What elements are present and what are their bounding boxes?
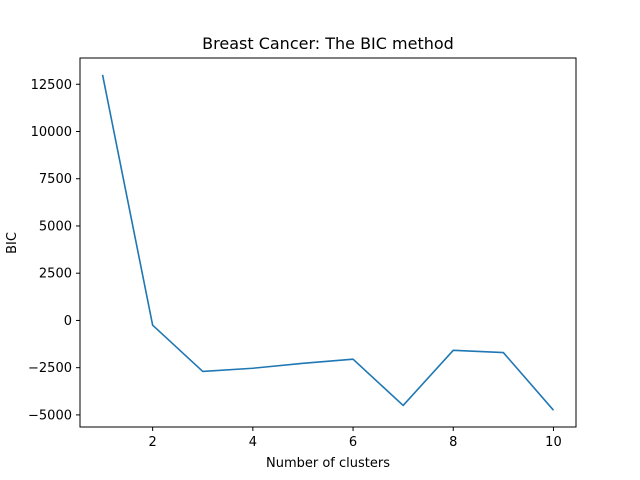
- x-tick-label: 10: [545, 435, 562, 450]
- x-tick-label: 2: [149, 435, 157, 450]
- y-tick-label: 5000: [39, 219, 72, 234]
- y-tick-label: −2500: [28, 361, 72, 376]
- plot-marks: [101, 74, 555, 411]
- y-tick-label: 10000: [31, 125, 72, 140]
- y-tick-label: 7500: [39, 172, 72, 187]
- x-axis-label: Number of clusters: [266, 456, 390, 471]
- x-tick-label: 8: [449, 435, 457, 450]
- series-line-0: [101, 74, 555, 411]
- y-tick-label: −5000: [28, 408, 72, 423]
- y-axis-label: BIC: [5, 232, 20, 254]
- x-tick-label: 4: [249, 435, 257, 450]
- y-tick-label: 0: [64, 314, 72, 329]
- x-tick-label: 6: [349, 435, 357, 450]
- y-tick-label: 12500: [31, 78, 72, 93]
- chart-title: Breast Cancer: The BIC method: [202, 34, 454, 53]
- y-tick-label: 2500: [39, 267, 72, 282]
- y-axis-ticks: −5000 −2500 0 2500 5000 7500 10000 12500: [28, 78, 80, 423]
- plot-frame: [79, 57, 577, 428]
- x-axis-ticks: 2 4 6 8 10: [149, 427, 562, 450]
